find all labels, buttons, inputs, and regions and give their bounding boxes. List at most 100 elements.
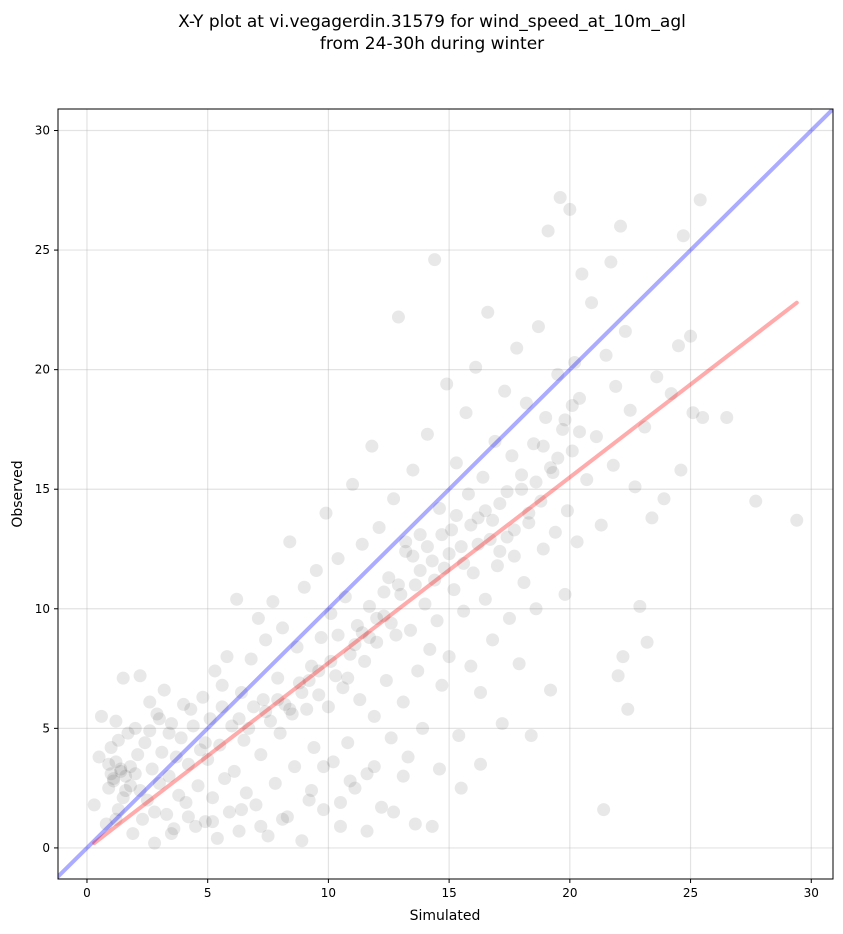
scatter-point (162, 726, 176, 740)
scatter-point (305, 659, 319, 673)
scatter-point (109, 714, 123, 728)
scatter-point (408, 817, 422, 831)
scatter-point (749, 494, 763, 508)
scatter-point (336, 681, 350, 695)
scatter-point (515, 468, 529, 482)
scatter-point (507, 549, 521, 563)
scatter-point (198, 815, 212, 829)
scatter-point (213, 738, 227, 752)
scatter-point (206, 791, 220, 805)
scatter-point (237, 733, 251, 747)
x-tick-label: 25 (683, 886, 698, 900)
y-tick-label: 0 (42, 841, 50, 855)
y-tick-label: 5 (42, 721, 50, 735)
scatter-point (114, 762, 128, 776)
scatter-point (358, 654, 372, 668)
scatter-point (529, 475, 543, 489)
scatter-point (616, 650, 630, 664)
scatter-point (527, 437, 541, 451)
scatter-point (563, 202, 577, 216)
scatter-point (396, 695, 410, 709)
scatter-point (119, 769, 133, 783)
scatter-point (128, 721, 142, 735)
scatter-point (476, 470, 490, 484)
scatter-point (338, 590, 352, 604)
scatter-point (232, 712, 246, 726)
scatter-point (162, 769, 176, 783)
scatter-point (123, 760, 137, 774)
scatter-point (251, 611, 265, 625)
scatter-point (435, 678, 449, 692)
scatter-point (333, 819, 347, 833)
scatter-point (155, 745, 169, 759)
scatter-point (191, 779, 205, 793)
scatter-point (696, 410, 710, 424)
scatter-point (471, 537, 485, 551)
scatter-point (428, 253, 442, 267)
scatter-point (145, 762, 159, 776)
scatter-point (604, 255, 618, 269)
scatter-point (254, 819, 268, 833)
scatter-point (490, 559, 504, 573)
scatter-point (399, 544, 413, 558)
scatter-point (413, 564, 427, 578)
scatter-point (461, 487, 475, 501)
scatter-point (234, 803, 248, 817)
scatter-point (493, 497, 507, 511)
scatter-point (416, 721, 430, 735)
scatter-point (247, 700, 261, 714)
scatter-point (406, 463, 420, 477)
scatter-point (377, 585, 391, 599)
scatter-point (522, 506, 536, 520)
scatter-point (160, 807, 174, 821)
scatter-point (411, 664, 425, 678)
axis-ticks: 0 5 10 15 20 25 30 0 5 10 15 20 25 30 (35, 124, 819, 900)
x-tick-label: 0 (83, 886, 91, 900)
scatter-point (428, 573, 442, 587)
scatter-point (790, 513, 804, 527)
scatter-point (551, 451, 565, 465)
scatter-point (140, 793, 154, 807)
scatter-point (184, 702, 198, 716)
scatter-point (283, 535, 297, 549)
scatter-point (558, 413, 572, 427)
scatter-point (276, 812, 290, 826)
scatter-point (464, 518, 478, 532)
scatter-point (157, 683, 171, 697)
scatter-point (403, 623, 417, 637)
y-tick-label: 30 (35, 124, 50, 138)
scatter-point (164, 717, 178, 731)
scatter-point (203, 712, 217, 726)
scatter-point (614, 219, 628, 233)
scatter-point (650, 370, 664, 384)
scatter-point (478, 504, 492, 518)
scatter-point (341, 671, 355, 685)
chart-title-line1: X-Y plot at vi.vegagerdin.31579 for wind… (178, 12, 686, 32)
scatter-point (307, 740, 321, 754)
scatter-point (333, 795, 347, 809)
scatter-point (273, 726, 287, 740)
scatter-point (519, 396, 533, 410)
scatter-point (362, 630, 376, 644)
scatter-point (107, 774, 121, 788)
scatter-point (442, 547, 456, 561)
scatter-point (317, 803, 331, 817)
scatter-point (305, 784, 319, 798)
scatter-point (505, 449, 519, 463)
scatter-point (220, 650, 234, 664)
scatter-point (324, 654, 338, 668)
scatter-point (271, 693, 285, 707)
scatter-point (594, 518, 608, 532)
scatter-point (486, 513, 500, 527)
scatter-point (329, 669, 343, 683)
scatter-point (312, 664, 326, 678)
scatter-point (486, 633, 500, 647)
scatter-point (201, 752, 215, 766)
plot-frame (57, 108, 834, 880)
scatter-point (232, 824, 246, 838)
scatter-point (440, 377, 454, 391)
scatter-point (408, 578, 422, 592)
scatter-point (280, 810, 294, 824)
scatter-point (432, 501, 446, 515)
scatter-point (638, 420, 652, 434)
